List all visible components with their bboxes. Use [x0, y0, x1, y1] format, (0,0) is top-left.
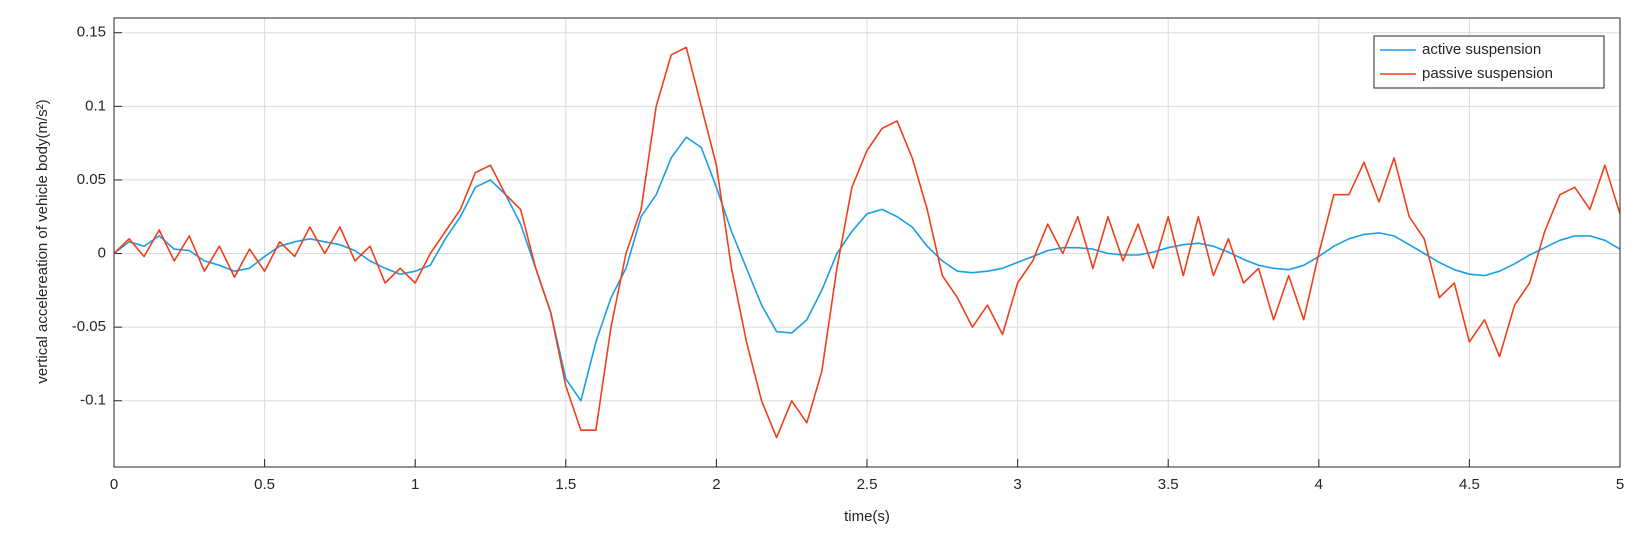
x-tick-label: 4.5: [1459, 476, 1480, 493]
x-tick-label: 2.5: [857, 476, 878, 493]
x-tick-label: 1: [411, 476, 419, 493]
y-tick-label: 0.1: [85, 97, 106, 114]
y-tick-label: -0.1: [80, 392, 106, 409]
x-tick-label: 3: [1013, 476, 1021, 493]
y-axis-label: vertical accelereation of vehicle body(m…: [34, 99, 51, 383]
x-tick-label: 2: [712, 476, 720, 493]
series-line: [113, 46, 1621, 439]
legend-box: [1373, 35, 1605, 89]
x-tick-label: 0.5: [254, 476, 275, 493]
axes-box: [113, 17, 1621, 468]
legend-label: active suspension: [1422, 41, 1541, 58]
x-tick-label: 0: [110, 476, 118, 493]
x-axis-label: time(s): [844, 508, 890, 525]
y-tick-label: 0: [98, 245, 106, 262]
x-tick-label: 3.5: [1158, 476, 1179, 493]
series-line: [113, 136, 1621, 402]
x-tick-label: 4: [1315, 476, 1323, 493]
x-tick-label: 1.5: [555, 476, 576, 493]
legend-label: passive suspension: [1422, 65, 1553, 82]
y-tick-label: -0.05: [72, 318, 106, 335]
y-tick-label: 0.15: [77, 24, 106, 41]
y-tick-label: 0.05: [77, 171, 106, 188]
x-tick-label: 5: [1616, 476, 1624, 493]
